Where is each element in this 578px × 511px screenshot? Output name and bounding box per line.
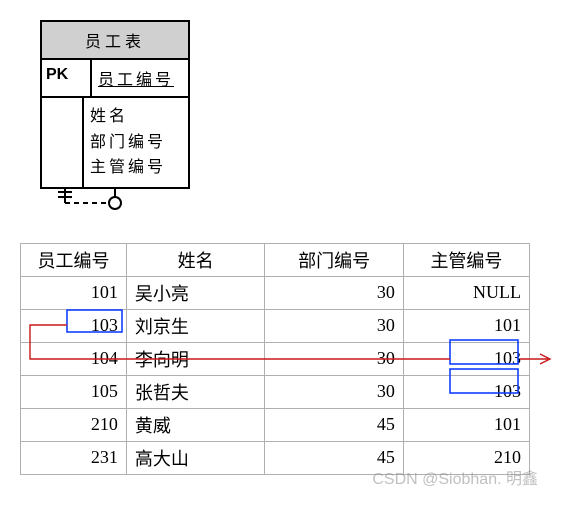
cell-name: 李向明 bbox=[126, 342, 264, 375]
self-reference-notation bbox=[40, 189, 190, 213]
erd-attr: 主管编号 bbox=[90, 155, 182, 181]
cell-mgr: 103 bbox=[403, 342, 529, 375]
table-row: 101 吴小亮 30 NULL bbox=[21, 276, 530, 309]
cell-mgr: 101 bbox=[403, 408, 529, 441]
table-row: 103 刘京生 30 101 bbox=[21, 309, 530, 342]
erd-attr-spacer bbox=[42, 98, 84, 187]
table-header-row: 员工编号 姓名 部门编号 主管编号 bbox=[21, 243, 530, 276]
table-row: 105 张哲夫 30 103 bbox=[21, 375, 530, 408]
cell-id: 103 bbox=[21, 309, 127, 342]
table-row: 104 李向明 30 103 bbox=[21, 342, 530, 375]
erd-attr: 部门编号 bbox=[90, 130, 182, 156]
cell-dept: 30 bbox=[265, 276, 403, 309]
erd-pk-label: PK bbox=[42, 60, 92, 96]
cell-dept: 30 bbox=[265, 309, 403, 342]
erd-pk-row: PK 员工编号 bbox=[40, 60, 190, 98]
table-body: 101 吴小亮 30 NULL 103 刘京生 30 101 104 李向明 3… bbox=[21, 276, 530, 474]
erd-title: 员工表 bbox=[40, 20, 190, 60]
cell-name: 高大山 bbox=[126, 441, 264, 474]
cell-id: 101 bbox=[21, 276, 127, 309]
cell-id: 105 bbox=[21, 375, 127, 408]
cell-id: 210 bbox=[21, 408, 127, 441]
cell-dept: 45 bbox=[265, 408, 403, 441]
cell-dept: 30 bbox=[265, 342, 403, 375]
watermark-text: CSDN @Siobhan. 明鑫 bbox=[372, 465, 538, 489]
red-arrow-head-icon bbox=[540, 354, 550, 364]
cell-name: 张哲夫 bbox=[126, 375, 264, 408]
cell-mgr: 103 bbox=[403, 375, 529, 408]
erd-attr: 姓名 bbox=[90, 104, 182, 130]
employee-table: 员工编号 姓名 部门编号 主管编号 101 吴小亮 30 NULL 103 刘京… bbox=[20, 243, 530, 475]
data-table-region: 员工编号 姓名 部门编号 主管编号 101 吴小亮 30 NULL 103 刘京… bbox=[20, 243, 558, 475]
erd-attr-row: 姓名 部门编号 主管编号 bbox=[40, 98, 190, 189]
th-name: 姓名 bbox=[126, 243, 264, 276]
th-dept: 部门编号 bbox=[265, 243, 403, 276]
th-employee-id: 员工编号 bbox=[21, 243, 127, 276]
erd-attr-list: 姓名 部门编号 主管编号 bbox=[84, 98, 188, 187]
table-row: 210 黄威 45 101 bbox=[21, 408, 530, 441]
cell-mgr: NULL bbox=[403, 276, 529, 309]
cell-dept: 30 bbox=[265, 375, 403, 408]
cell-name: 吴小亮 bbox=[126, 276, 264, 309]
cell-name: 黄威 bbox=[126, 408, 264, 441]
cell-id: 104 bbox=[21, 342, 127, 375]
cell-name: 刘京生 bbox=[126, 309, 264, 342]
th-manager: 主管编号 bbox=[403, 243, 529, 276]
erd-pk-field: 员工编号 bbox=[92, 60, 188, 96]
cell-id: 231 bbox=[21, 441, 127, 474]
cell-mgr: 101 bbox=[403, 309, 529, 342]
selfref-circle-icon bbox=[109, 197, 121, 209]
erd-entity-box: 员工表 PK 员工编号 姓名 部门编号 主管编号 bbox=[40, 20, 190, 213]
